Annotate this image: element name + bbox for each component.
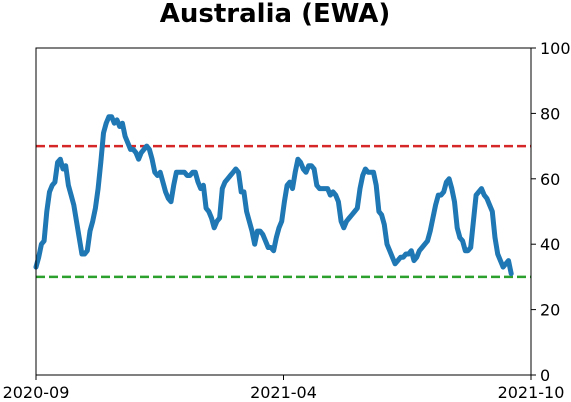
y-axis: 0 20 40 60 80 100 <box>531 39 571 385</box>
reference-lines <box>36 144 531 279</box>
x-tick-label: 2020-09 <box>3 383 70 402</box>
y-tick-label: 100 <box>540 39 571 58</box>
y-tick-label: 80 <box>540 104 560 123</box>
chart-title: Australia (EWA) <box>160 0 390 29</box>
y-tick-label: 0 <box>540 366 550 385</box>
x-tick-label: 2021-10 <box>498 383 565 402</box>
x-tick-label: 2021-04 <box>250 383 317 402</box>
y-tick-label: 20 <box>540 301 560 320</box>
x-axis: 2020-09 2021-04 2021-10 <box>3 375 565 402</box>
series-line-0 <box>33 114 514 277</box>
y-tick-label: 60 <box>540 170 560 189</box>
series-layer <box>33 114 514 277</box>
y-tick-label: 40 <box>540 235 560 254</box>
